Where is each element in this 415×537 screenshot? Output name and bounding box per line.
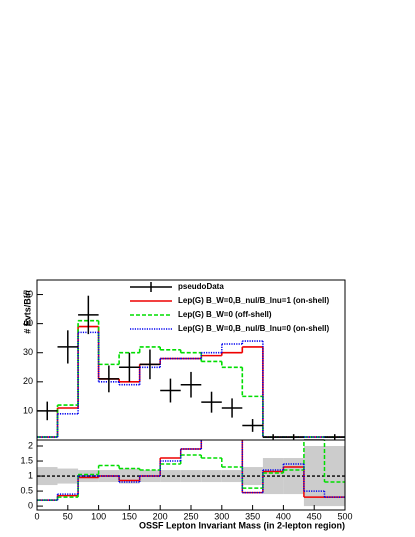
x-tick-label: 200 bbox=[153, 511, 168, 521]
top-plot bbox=[37, 295, 345, 440]
x-tick-label: 150 bbox=[122, 511, 137, 521]
x-tick-label: 250 bbox=[183, 511, 198, 521]
y-tick-label: 40 bbox=[23, 318, 33, 328]
ratio-frame bbox=[36, 439, 346, 511]
x-tick-label: 500 bbox=[337, 511, 352, 521]
uncertainty-band bbox=[180, 470, 202, 483]
x-tick-label: 400 bbox=[276, 511, 291, 521]
x-tick-label: 300 bbox=[214, 511, 229, 521]
y-tick-label: 1 bbox=[28, 470, 33, 480]
y-tick-label: 20 bbox=[23, 376, 33, 386]
legend-label: Lep(G) B_W=0 (off-shell) bbox=[178, 310, 272, 319]
x-tick-label: 100 bbox=[91, 511, 106, 521]
uncertainty-band bbox=[201, 470, 222, 483]
legend-label: Lep(G) B_W=0,B_nul/B_lnu=0 (on-shell) bbox=[178, 324, 329, 333]
y-tick-label: 2 bbox=[28, 440, 33, 450]
x-tick-label: 50 bbox=[63, 511, 73, 521]
y-tick-label: 1.5 bbox=[20, 455, 33, 465]
x-axis-title: OSSF Lepton Invariant Mass (in 2-lepton … bbox=[139, 520, 345, 530]
y-tick-label: 50 bbox=[23, 289, 33, 299]
y-tick-label: 0.5 bbox=[20, 485, 33, 495]
x-tick-label: 450 bbox=[307, 511, 322, 521]
uncertainty-band bbox=[160, 470, 181, 483]
y-tick-label: 0 bbox=[28, 500, 33, 510]
legend-label: pseudoData bbox=[178, 282, 224, 291]
legend-label: Lep(G) B_W=0,B_nul/B_lnu=1 (on-shell) bbox=[178, 296, 329, 305]
y-axis-title: # Evts/Bin bbox=[22, 290, 32, 334]
x-tick-label: 0 bbox=[34, 511, 39, 521]
ratio-plot bbox=[37, 440, 345, 507]
x-tick-label: 350 bbox=[245, 511, 260, 521]
y-tick-label: 10 bbox=[23, 405, 33, 415]
y-tick-label: 30 bbox=[23, 347, 33, 357]
